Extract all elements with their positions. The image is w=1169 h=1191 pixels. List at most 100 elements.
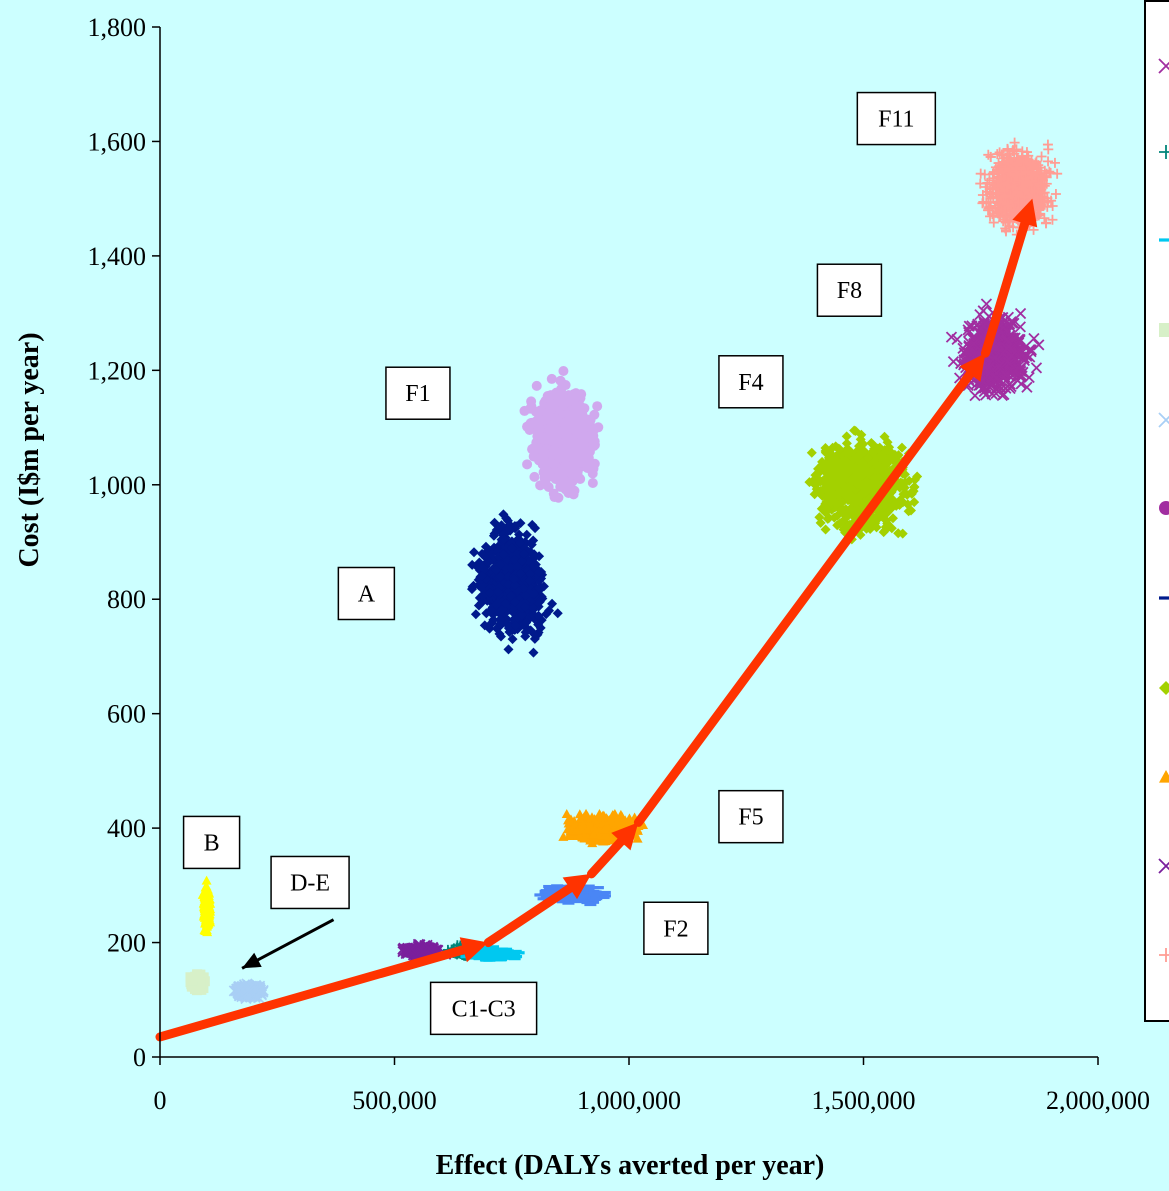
data-point <box>1036 151 1047 162</box>
data-point <box>558 366 569 377</box>
data-point <box>511 562 522 573</box>
data-point <box>537 459 548 470</box>
data-point <box>508 574 519 585</box>
data-point <box>524 575 535 586</box>
data-point <box>469 547 480 558</box>
data-point <box>806 447 817 458</box>
data-point <box>541 609 552 620</box>
data-point <box>498 549 509 560</box>
data-point <box>509 554 520 565</box>
data-point <box>529 442 540 453</box>
data-point <box>1043 156 1054 167</box>
data-point <box>531 380 542 391</box>
data-point <box>1028 332 1040 345</box>
data-point <box>527 519 538 530</box>
data-point <box>476 570 487 581</box>
data-point <box>538 581 549 592</box>
data-point <box>506 591 517 602</box>
data-point <box>1049 157 1060 168</box>
data-point <box>500 598 511 609</box>
data-point <box>538 415 549 426</box>
data-point <box>526 401 537 412</box>
data-point <box>476 597 487 608</box>
data-point <box>983 149 994 160</box>
data-point <box>552 608 563 619</box>
data-point <box>529 629 540 640</box>
cluster-f1 <box>519 366 604 503</box>
data-point <box>484 623 495 634</box>
data-point <box>550 438 561 449</box>
data-point <box>557 389 568 400</box>
data-point <box>1030 362 1043 374</box>
data-point <box>491 599 502 610</box>
data-point <box>578 432 589 443</box>
data-point <box>499 533 510 544</box>
data-point <box>503 579 514 590</box>
data-point <box>514 538 525 549</box>
data-point <box>583 453 594 464</box>
data-point <box>511 521 522 532</box>
data-point <box>947 355 960 368</box>
data-point <box>555 452 566 463</box>
data-point <box>555 481 566 492</box>
data-point <box>484 587 495 598</box>
data-point <box>533 610 544 621</box>
data-point <box>507 543 518 554</box>
data-point <box>533 567 544 578</box>
data-point <box>504 627 515 638</box>
data-point <box>592 401 603 412</box>
data-point <box>587 478 598 489</box>
data-point <box>1009 137 1020 148</box>
data-point <box>519 548 530 559</box>
data-point <box>476 561 487 572</box>
data-point <box>543 481 554 492</box>
data-point <box>1014 307 1027 320</box>
data-point <box>546 404 557 415</box>
data-point <box>533 619 544 630</box>
data-point <box>521 529 532 540</box>
data-point <box>1043 144 1054 155</box>
data-point <box>507 634 518 645</box>
data-point <box>520 631 531 642</box>
data-point <box>522 459 533 470</box>
data-point <box>546 373 557 384</box>
data-point <box>1023 371 1035 384</box>
data-point <box>589 424 600 435</box>
data-point <box>509 597 520 608</box>
data-point <box>468 580 479 591</box>
data-point <box>571 458 582 469</box>
data-point <box>489 517 500 528</box>
data-point <box>498 509 509 520</box>
data-point <box>488 614 499 625</box>
data-point <box>545 427 556 438</box>
data-point <box>520 602 531 613</box>
data-point <box>510 620 521 631</box>
data-point <box>555 466 566 477</box>
data-clusters <box>185 137 1063 1005</box>
data-point <box>492 586 503 597</box>
data-point <box>579 403 590 414</box>
data-point <box>503 644 514 655</box>
data-point <box>528 647 539 658</box>
cluster-f11 <box>975 137 1063 240</box>
data-point <box>569 406 580 417</box>
data-point <box>515 568 526 579</box>
data-point <box>587 468 598 479</box>
data-point <box>529 471 540 482</box>
data-point <box>496 605 507 616</box>
data-point <box>495 571 506 582</box>
data-point <box>535 480 546 491</box>
data-point <box>503 571 514 582</box>
data-point <box>521 617 532 628</box>
data-point <box>517 610 528 621</box>
data-point <box>484 556 495 567</box>
data-point <box>494 619 505 630</box>
cluster-a <box>466 509 563 658</box>
data-point <box>470 609 481 620</box>
data-point <box>1050 189 1061 200</box>
data-point <box>526 539 537 550</box>
cluster-f4 <box>804 425 923 545</box>
data-point <box>572 419 583 430</box>
data-point <box>560 417 571 428</box>
